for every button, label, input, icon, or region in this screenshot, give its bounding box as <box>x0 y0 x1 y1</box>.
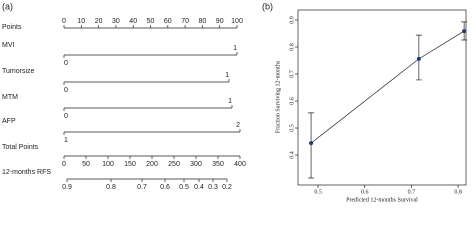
tick-label: 1 <box>233 45 237 52</box>
y-tick-label: 0.5 <box>289 124 295 132</box>
tick-label: 0 <box>62 161 66 168</box>
tick-label: 0 <box>64 87 68 94</box>
tick-label: 60 <box>164 18 172 25</box>
tick-label: 90 <box>216 18 224 25</box>
tick-label: 400 <box>234 161 246 168</box>
x-tick-label: 0.6 <box>361 189 369 195</box>
tick-label: 50 <box>147 18 155 25</box>
tick-label: 100 <box>102 161 114 168</box>
tick-label: 1 <box>64 137 68 144</box>
tick-label: 0.9 <box>62 184 72 191</box>
tick-label: 200 <box>146 161 158 168</box>
y-tick-label: 0.8 <box>289 43 295 51</box>
x-tick-label: 0.5 <box>314 189 322 195</box>
y-axis-title: Fraction Surviving 12-months <box>275 60 281 133</box>
tick-label: 0.4 <box>194 184 204 191</box>
point <box>416 56 421 61</box>
tick-label: 0 <box>64 113 68 120</box>
x-axis-title: Predicted 12-months Survival <box>346 197 418 203</box>
panel-label: (a) <box>2 1 13 11</box>
tick-label: 10 <box>77 18 85 25</box>
y-tick-label: 0.6 <box>289 97 295 105</box>
tick-label: 2 <box>236 122 240 129</box>
tick-label: 20 <box>95 18 103 25</box>
tick-label: 0.5 <box>179 184 189 191</box>
row-label: MVI <box>2 42 15 49</box>
tick-label: 350 <box>212 161 224 168</box>
row-label: Tumorsize <box>2 68 35 75</box>
tick-label: 1 <box>225 72 229 79</box>
point <box>462 29 467 34</box>
y-tick-label: 0.7 <box>289 70 295 78</box>
row-label: MTM <box>2 94 18 101</box>
row-label: Points <box>2 24 22 31</box>
tick-label: 0 <box>64 60 68 67</box>
figure: (a) (b) Predicted 12-months Survival Fra… <box>2 1 468 203</box>
tick-label: 150 <box>124 161 136 168</box>
y-tick-label: 0.4 <box>289 151 295 159</box>
tick-label: 50 <box>82 161 90 168</box>
tick-label: 40 <box>129 18 137 25</box>
page: (a) (b) Predicted 12-months Survival Fra… <box>2 1 468 204</box>
row-label: Total Points <box>2 144 39 151</box>
tick-label: 250 <box>168 161 180 168</box>
panel-label: (b) <box>262 1 273 11</box>
tick-label: 70 <box>181 18 189 25</box>
tick-label: 80 <box>199 18 207 25</box>
row-label: AFP <box>2 118 16 125</box>
row-label: 12-months RFS <box>2 169 51 176</box>
tick-label: 0.7 <box>137 184 147 191</box>
tick-label: 30 <box>112 18 120 25</box>
plot-frame <box>297 9 467 186</box>
x-tick-label: 0.8 <box>454 189 462 195</box>
tick-label: 100 <box>231 18 243 25</box>
point <box>309 141 314 146</box>
tick-label: 0.2 <box>222 184 232 191</box>
tick-label: 300 <box>190 161 202 168</box>
y-tick-label: 0.9 <box>289 16 295 24</box>
tick-label: 0.3 <box>208 184 218 191</box>
calibration-line <box>310 30 465 144</box>
tick-label: 0.6 <box>160 184 170 191</box>
tick-label: 0.8 <box>106 184 116 191</box>
x-tick-label: 0.7 <box>408 189 416 195</box>
tick-label: 1 <box>228 98 232 105</box>
tick-label: 0 <box>62 18 66 25</box>
error-bar <box>308 112 315 179</box>
